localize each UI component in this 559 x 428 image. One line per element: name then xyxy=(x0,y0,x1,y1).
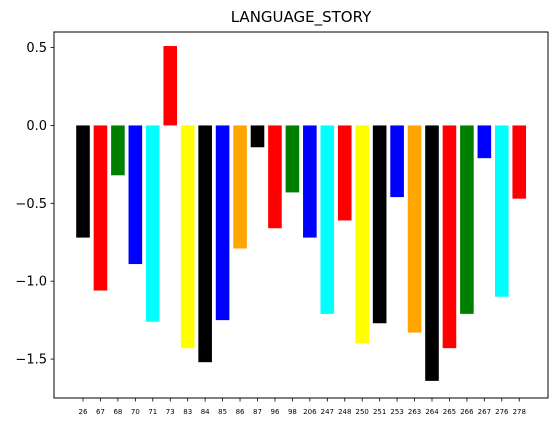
bar-250 xyxy=(355,125,369,344)
x-tick-label: 86 xyxy=(236,408,245,416)
y-tick-label: 0.0 xyxy=(26,119,47,134)
bar-251 xyxy=(372,125,387,324)
bar-263 xyxy=(407,125,422,333)
x-tick-label: 98 xyxy=(288,408,297,416)
x-tick-label: 71 xyxy=(148,408,157,416)
bar-278 xyxy=(512,125,527,199)
x-tick-label: 267 xyxy=(478,408,491,416)
bar-248 xyxy=(337,125,352,221)
bar-73 xyxy=(163,46,178,126)
y-tick-label: −0.5 xyxy=(15,197,47,212)
bar-83 xyxy=(180,125,195,349)
bar-86 xyxy=(233,125,247,249)
bars-layer xyxy=(76,46,527,381)
x-tick-label: 67 xyxy=(96,408,105,416)
x-tick-label: 85 xyxy=(218,408,227,416)
x-tick-label: 248 xyxy=(338,408,351,416)
bar-253 xyxy=(390,125,404,198)
y-tick-label: 0.5 xyxy=(26,41,47,56)
x-tick-label: 73 xyxy=(166,408,175,416)
bar-264 xyxy=(425,125,439,381)
bar-68 xyxy=(111,125,125,176)
x-axis: 26 67 68 70 71 73 83 84 85 86 87 96 98 206 247 248 250 25… xyxy=(79,398,526,416)
bar-87 xyxy=(250,125,265,148)
bar-84 xyxy=(198,125,212,363)
x-tick-label: 276 xyxy=(495,408,509,416)
y-tick-label: −1.5 xyxy=(15,353,47,368)
bar-71 xyxy=(146,125,160,322)
bar-276 xyxy=(495,125,509,297)
bar-96 xyxy=(268,125,282,229)
x-tick-label: 96 xyxy=(270,408,279,416)
x-tick-label: 250 xyxy=(356,408,369,416)
bar-67 xyxy=(93,125,108,291)
x-tick-label: 84 xyxy=(201,408,210,416)
x-tick-label: 70 xyxy=(131,408,140,416)
plot-frame xyxy=(53,31,549,399)
x-tick-label: 87 xyxy=(253,408,262,416)
bar-267 xyxy=(477,125,492,159)
bar-206 xyxy=(303,125,317,238)
x-tick-label: 26 xyxy=(79,408,88,416)
bar-70 xyxy=(128,125,143,265)
bar-266 xyxy=(460,125,474,314)
x-tick-label: 264 xyxy=(425,408,439,416)
bar-265 xyxy=(442,125,457,349)
x-tick-label: 83 xyxy=(183,408,192,416)
x-tick-label: 265 xyxy=(443,408,456,416)
y-tick-label: −1.0 xyxy=(15,275,47,290)
chart-title: LANGUAGE_STORY xyxy=(231,8,372,27)
x-tick-label: 206 xyxy=(303,408,317,416)
x-tick-label: 247 xyxy=(321,408,334,416)
x-tick-label: 251 xyxy=(373,408,386,416)
y-axis: −1.5 −1.0 −0.5 0.0 0.5 xyxy=(15,41,54,368)
bar-26 xyxy=(76,125,90,238)
x-tick-label: 266 xyxy=(460,408,474,416)
x-tick-label: 253 xyxy=(390,408,403,416)
bar-98 xyxy=(285,125,300,193)
x-tick-label: 263 xyxy=(408,408,421,416)
x-tick-label: 68 xyxy=(113,408,122,416)
x-tick-label: 278 xyxy=(513,408,526,416)
bar-247 xyxy=(320,125,335,314)
bar-85 xyxy=(215,125,230,321)
